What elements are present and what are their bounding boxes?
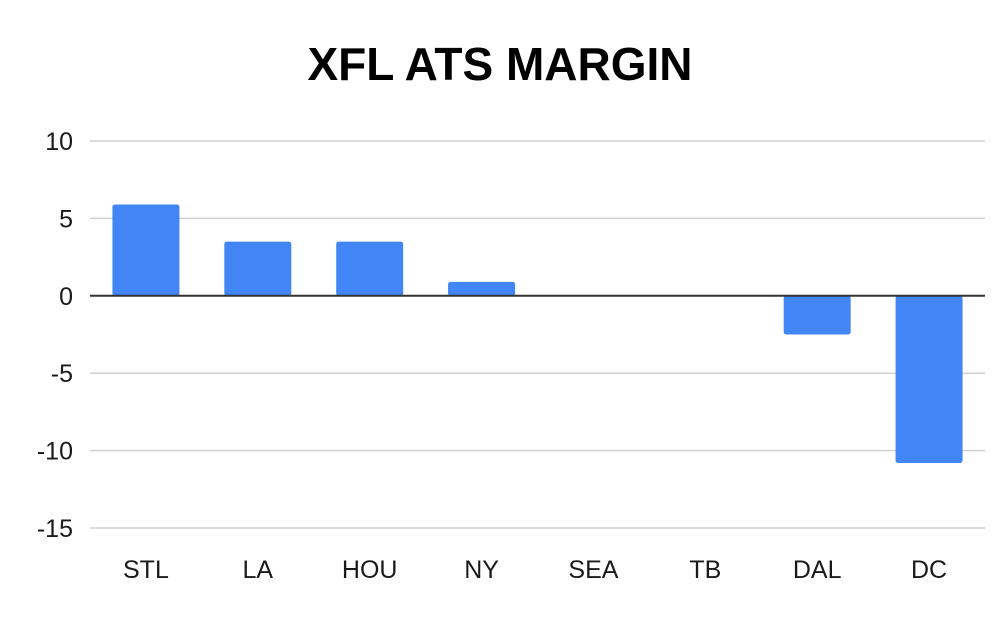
bar-dc bbox=[895, 295, 963, 463]
bars bbox=[90, 204, 985, 463]
y-tick-label: 10 bbox=[45, 128, 73, 156]
x-tick-label: LA bbox=[243, 556, 274, 584]
bar-dal bbox=[783, 295, 851, 335]
x-tick-label: DAL bbox=[793, 556, 842, 584]
x-tick-label: STL bbox=[123, 556, 169, 584]
x-tick-label: SEA bbox=[568, 556, 618, 584]
y-tick-label: 5 bbox=[59, 205, 73, 233]
chart-title: XFL ATS MARGIN bbox=[307, 38, 692, 90]
y-tick-label: -15 bbox=[37, 515, 73, 543]
x-tick-label: TB bbox=[689, 556, 721, 584]
x-tick-label: HOU bbox=[342, 556, 398, 584]
gridlines bbox=[90, 140, 985, 529]
y-tick-label: 0 bbox=[59, 283, 73, 311]
y-tick-label: -5 bbox=[51, 360, 73, 388]
bar-hou bbox=[336, 241, 404, 296]
x-tick-label: DC bbox=[911, 556, 947, 584]
x-axis-ticks: STL LA HOU NY SEA TB DAL DC bbox=[123, 556, 947, 584]
bar-stl bbox=[112, 204, 180, 296]
x-tick-label: NY bbox=[464, 556, 499, 584]
bar-la bbox=[224, 241, 292, 296]
bar-ny bbox=[448, 281, 516, 296]
y-axis-ticks: 10 5 0 -5 -10 -15 bbox=[37, 128, 73, 543]
y-tick-label: -10 bbox=[37, 438, 73, 466]
